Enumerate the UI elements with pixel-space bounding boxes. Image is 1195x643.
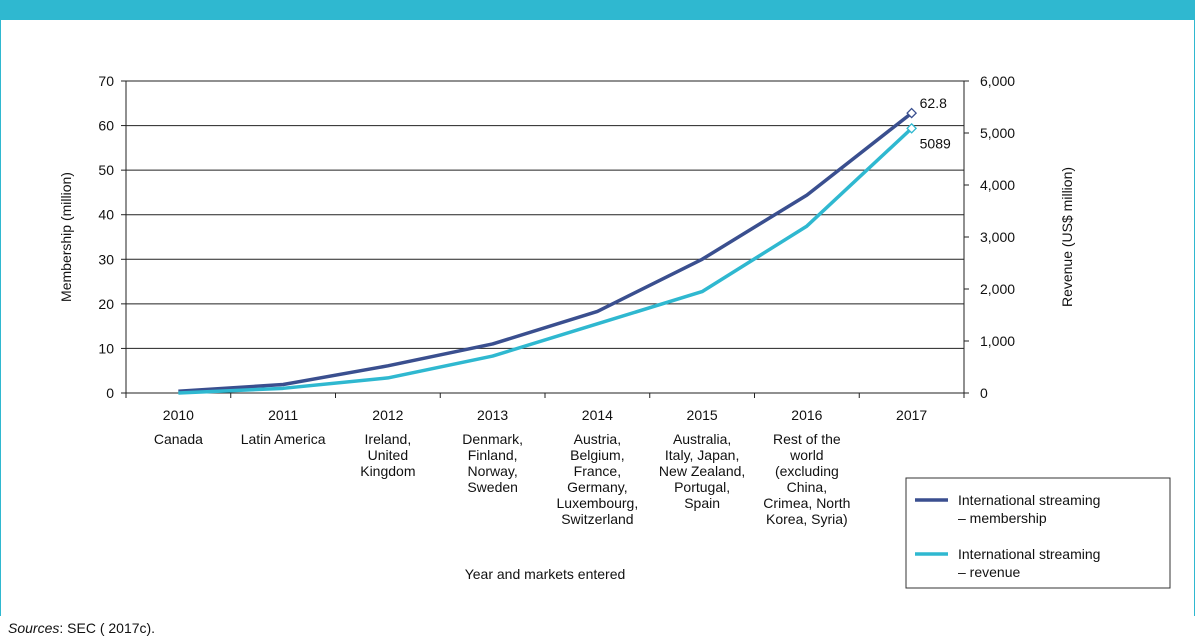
x-tick-label: 2012 (372, 407, 403, 423)
legend-box (905, 477, 1171, 589)
series-line-2 (178, 127, 913, 395)
market-label: United (368, 447, 408, 463)
market-label: world (789, 447, 823, 463)
right-tick-label: 6,000 (980, 73, 1015, 89)
market-label: Ireland, (365, 431, 412, 447)
y-axis-left-label: Membership (million) (58, 172, 74, 302)
x-tick-label: 2010 (163, 407, 194, 423)
market-label: New Zealand, (659, 463, 745, 479)
series-lines (178, 111, 913, 395)
market-label: Italy, Japan, (665, 447, 739, 463)
legend-label: International streaming (958, 546, 1100, 562)
market-label: Crimea, North (763, 495, 850, 511)
x-tick-label: 2014 (582, 407, 613, 423)
market-label: China, (787, 479, 827, 495)
right-tick-label: 2,000 (980, 281, 1015, 297)
axes (125, 81, 965, 398)
market-label: Korea, Syria) (766, 511, 848, 527)
x-tick-label: 2015 (687, 407, 718, 423)
left-tick-label: 70 (98, 73, 114, 89)
right-y-ticks: 0 1,000 2,000 3,000 4,000 5,000 6,000 (964, 73, 1015, 401)
market-label: Rest of the (773, 431, 841, 447)
source-prefix: Sources (8, 620, 60, 636)
market-label: Canada (154, 431, 203, 447)
source-note: Sources: SEC ( 2017c). (8, 620, 155, 636)
left-tick-label: 10 (98, 340, 114, 356)
right-tick-label: 3,000 (980, 229, 1015, 245)
data-label: 62.8 (920, 95, 947, 111)
left-tick-label: 30 (98, 251, 114, 267)
market-label: Germany, (567, 479, 627, 495)
gridlines (126, 80, 964, 349)
x-tick-label: 2016 (791, 407, 822, 423)
left-tick-label: 50 (98, 162, 114, 178)
x-axis-label: Year and markets entered (465, 566, 626, 582)
market-label: France, (574, 463, 621, 479)
market-label: Norway, (467, 463, 517, 479)
end-markers: 62.8 5089 (906, 95, 951, 151)
legend-label: – membership (958, 510, 1047, 526)
market-label: Austria, (574, 431, 621, 447)
line-chart: 0 10 20 30 40 50 60 70 0 1,000 2,000 3,000 4,000 5,0… (58, 73, 1171, 589)
market-label: Sweden (467, 479, 518, 495)
end-marker (906, 107, 918, 119)
x-tick-label: 2011 (268, 407, 298, 423)
legend: International streaming – membership Inter… (905, 477, 1171, 589)
data-label: 5089 (920, 135, 951, 151)
market-label: Kingdom (360, 463, 415, 479)
market-label: Luxembourg, (557, 495, 639, 511)
right-tick-label: 4,000 (980, 177, 1015, 193)
header-bar (0, 0, 1195, 20)
right-tick-label: 1,000 (980, 333, 1015, 349)
left-tick-label: 20 (98, 296, 114, 312)
right-tick-label: 5,000 (980, 125, 1015, 141)
series-line-1 (178, 111, 913, 393)
legend-label: – revenue (958, 564, 1020, 580)
market-label: Australia, (673, 431, 731, 447)
left-tick-label: 60 (98, 118, 114, 134)
market-label: Portugal, (674, 479, 730, 495)
left-tick-label: 40 (98, 207, 114, 223)
market-label: Finland, (468, 447, 518, 463)
market-label: Spain (684, 495, 720, 511)
market-label: Latin America (241, 431, 326, 447)
x-tick-label: 2013 (477, 407, 508, 423)
x-tick-label: 2017 (896, 407, 927, 423)
left-tick-label: 0 (106, 385, 114, 401)
market-label: Denmark, (462, 431, 523, 447)
source-text: : SEC ( 2017c). (59, 620, 156, 636)
end-marker (906, 122, 918, 134)
market-label: Switzerland (561, 511, 633, 527)
x-category-labels: 2010 Canada 2011 Latin America 2012 Ireland,U… (154, 407, 928, 527)
market-label: Belgium, (570, 447, 624, 463)
legend-label: International streaming (958, 492, 1100, 508)
market-label: (excluding (775, 463, 839, 479)
y-axis-right-label: Revenue (US$ million) (1059, 167, 1075, 307)
right-tick-label: 0 (980, 385, 988, 401)
left-y-ticks: 0 10 20 30 40 50 60 70 (98, 73, 126, 401)
